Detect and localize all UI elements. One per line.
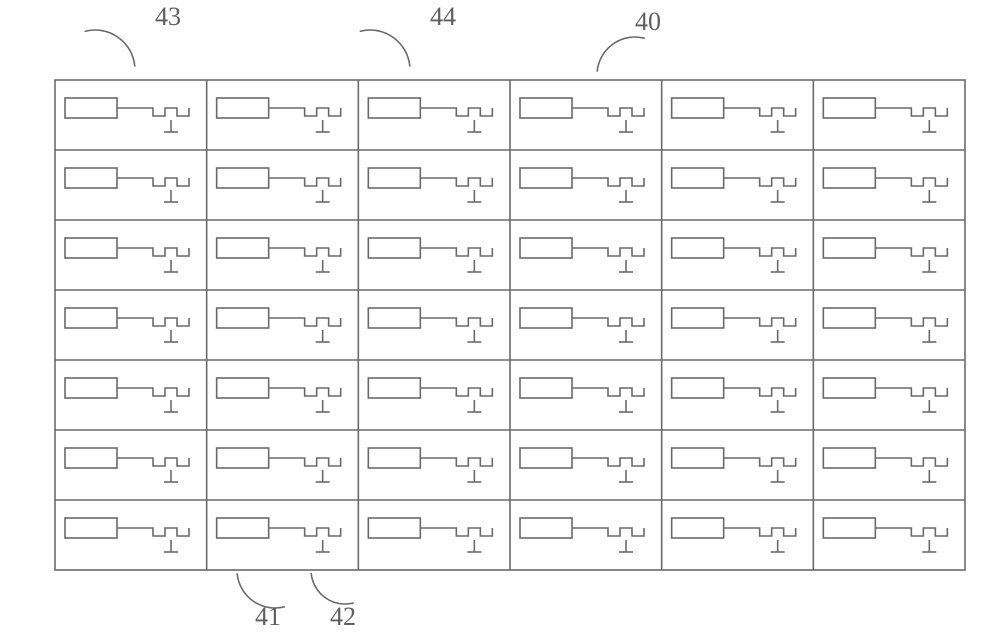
pixel-cell bbox=[368, 448, 492, 482]
pixel-cell bbox=[520, 448, 644, 482]
label-43-text: 43 bbox=[155, 2, 181, 31]
pixel-cell bbox=[368, 98, 492, 132]
pixel-cell bbox=[65, 518, 189, 552]
pixel-cell bbox=[65, 448, 189, 482]
cells-layer bbox=[65, 98, 947, 552]
pixel-cell bbox=[217, 168, 341, 202]
pixel-cell bbox=[368, 308, 492, 342]
labels-layer: 43 44 40 41 42 bbox=[85, 2, 661, 631]
pixel-cell bbox=[672, 238, 796, 272]
pixel-cell bbox=[823, 378, 947, 412]
pixel-cell bbox=[217, 448, 341, 482]
pixel-cell bbox=[65, 168, 189, 202]
pixel-cell bbox=[217, 308, 341, 342]
pixel-cell bbox=[520, 378, 644, 412]
label-43: 43 bbox=[85, 2, 181, 67]
pixel-cell bbox=[520, 238, 644, 272]
pixel-cell bbox=[520, 518, 644, 552]
pixel-cell bbox=[672, 448, 796, 482]
pixel-cell bbox=[217, 238, 341, 272]
pixel-cell bbox=[65, 378, 189, 412]
label-42-text: 42 bbox=[330, 602, 356, 631]
pixel-cell bbox=[65, 308, 189, 342]
label-44: 44 bbox=[360, 2, 456, 67]
pixel-cell bbox=[672, 98, 796, 132]
pixel-cell bbox=[823, 238, 947, 272]
pixel-cell bbox=[368, 378, 492, 412]
pixel-cell bbox=[823, 98, 947, 132]
pixel-cell bbox=[217, 518, 341, 552]
pixel-cell bbox=[672, 168, 796, 202]
pixel-cell bbox=[368, 168, 492, 202]
pixel-cell bbox=[672, 518, 796, 552]
pixel-cell bbox=[65, 98, 189, 132]
pixel-cell bbox=[823, 168, 947, 202]
pixel-cell bbox=[823, 518, 947, 552]
label-41-text: 41 bbox=[255, 602, 281, 631]
label-44-text: 44 bbox=[430, 2, 456, 31]
pixel-cell bbox=[217, 98, 341, 132]
pixel-cell bbox=[217, 378, 341, 412]
pixel-cell bbox=[823, 308, 947, 342]
pixel-cell bbox=[520, 168, 644, 202]
label-40-text: 40 bbox=[635, 7, 661, 36]
pixel-cell bbox=[368, 518, 492, 552]
schematic-diagram: 43 44 40 41 42 bbox=[0, 0, 1000, 637]
pixel-cell bbox=[672, 378, 796, 412]
pixel-cell bbox=[65, 238, 189, 272]
pixel-cell bbox=[368, 238, 492, 272]
pixel-cell bbox=[520, 98, 644, 132]
pixel-cell bbox=[520, 308, 644, 342]
pixel-cell bbox=[823, 448, 947, 482]
label-41: 41 bbox=[237, 573, 285, 631]
label-40: 40 bbox=[597, 7, 661, 72]
grid-layer bbox=[55, 80, 965, 570]
pixel-cell bbox=[672, 308, 796, 342]
label-42: 42 bbox=[311, 573, 356, 631]
